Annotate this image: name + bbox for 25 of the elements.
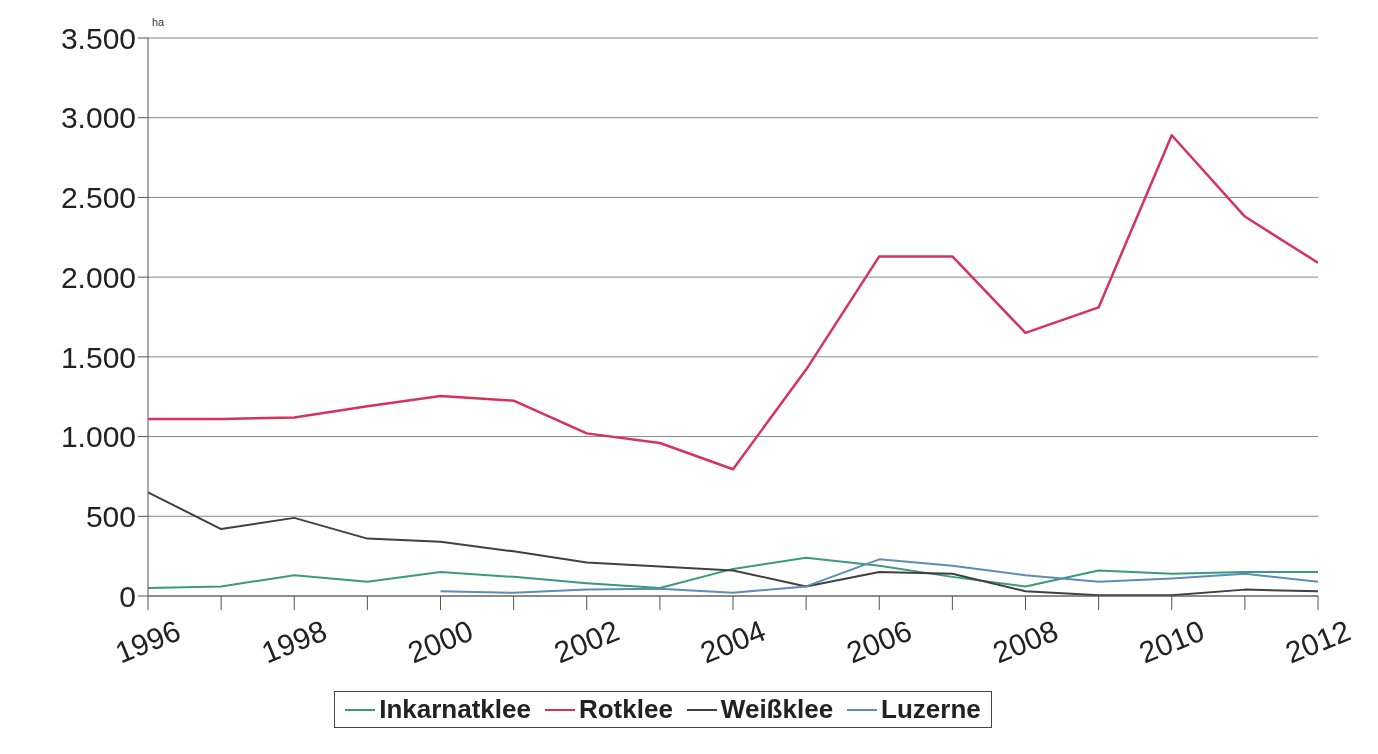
x-tick-label: 2008 — [988, 613, 1063, 670]
legend-label: Weißklee — [720, 694, 834, 725]
legend-label: Inkarnatklee — [379, 694, 531, 725]
line-series — [439, 558, 1318, 594]
legend-label: Rotklee — [578, 694, 673, 725]
y-tick-label: 0 — [119, 579, 136, 613]
y-tick-label: 2.500 — [60, 181, 136, 215]
y-axis-title: ha — [152, 16, 166, 28]
x-tick-label: 2004 — [695, 613, 770, 670]
x-tick-label: 2002 — [549, 613, 624, 670]
y-tick-label: 1.000 — [60, 420, 136, 454]
y-tick-label: 3.500 — [60, 21, 136, 55]
line-series — [148, 556, 1318, 590]
x-tick-label: 2012 — [1280, 613, 1355, 670]
y-tick-label: 2.000 — [60, 260, 136, 294]
y-tick-label: 3.000 — [60, 101, 136, 135]
legend-label: Luzerne — [881, 694, 981, 725]
x-tick-label: 2000 — [403, 613, 478, 670]
x-tick-label: 1996 — [110, 613, 185, 670]
x-tick-label: 1998 — [256, 613, 332, 670]
line-series — [148, 134, 1318, 471]
x-tick-label: 2006 — [841, 613, 917, 670]
x-tick-label: 2010 — [1134, 613, 1209, 670]
y-tick-label: 500 — [85, 499, 136, 533]
y-tick-label: 1.500 — [60, 340, 136, 374]
